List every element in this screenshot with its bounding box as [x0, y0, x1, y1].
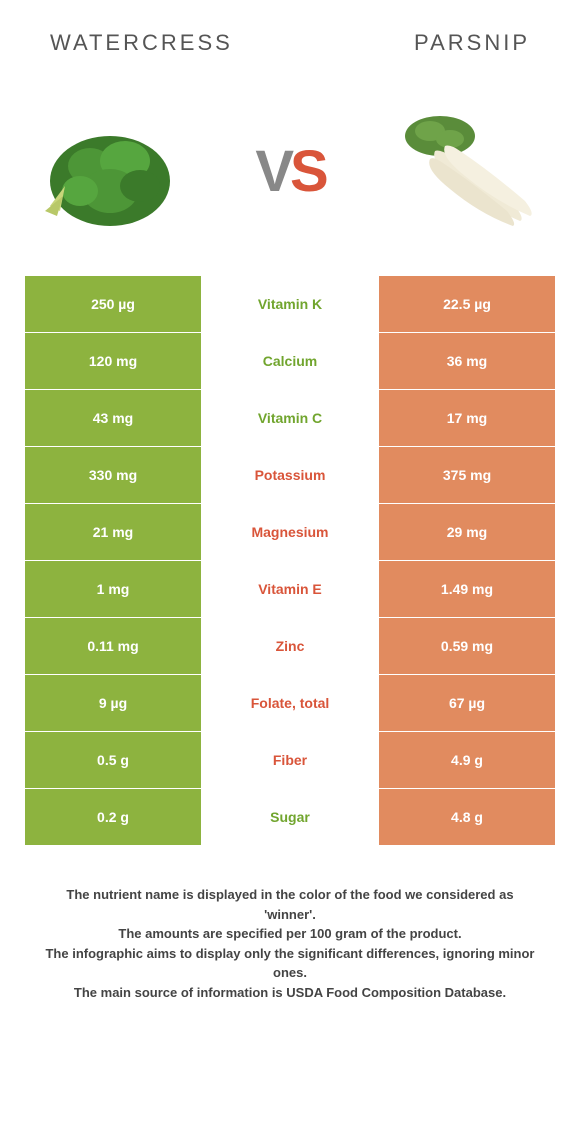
footer-line: The infographic aims to display only the…	[40, 944, 540, 983]
right-value: 1.49 mg	[379, 561, 555, 617]
right-value: 67 µg	[379, 675, 555, 731]
right-value: 29 mg	[379, 504, 555, 560]
nutrient-label: Folate, total	[202, 675, 378, 731]
parsnip-icon	[385, 111, 545, 231]
left-value: 250 µg	[25, 276, 201, 332]
hero-row: VS	[20, 96, 560, 246]
right-value: 36 mg	[379, 333, 555, 389]
title-row: Watercress Parsnip	[20, 30, 560, 56]
footer-notes: The nutrient name is displayed in the co…	[20, 885, 560, 1002]
left-value: 21 mg	[25, 504, 201, 560]
nutrient-label: Vitamin K	[202, 276, 378, 332]
table-row: 0.2 gSugar4.8 g	[25, 789, 555, 845]
left-value: 0.5 g	[25, 732, 201, 788]
right-title: Parsnip	[414, 30, 530, 56]
footer-line: The amounts are specified per 100 gram o…	[40, 924, 540, 944]
vs-s: S	[290, 139, 325, 204]
table-row: 250 µgVitamin K22.5 µg	[25, 276, 555, 332]
vs-label: VS	[255, 138, 324, 205]
left-value: 0.11 mg	[25, 618, 201, 674]
left-value: 330 mg	[25, 447, 201, 503]
nutrient-label: Vitamin C	[202, 390, 378, 446]
right-value: 4.8 g	[379, 789, 555, 845]
watercress-icon	[35, 111, 195, 231]
nutrient-label: Calcium	[202, 333, 378, 389]
table-row: 43 mgVitamin C17 mg	[25, 390, 555, 446]
footer-line: The main source of information is USDA F…	[40, 983, 540, 1003]
nutrient-label: Zinc	[202, 618, 378, 674]
right-food-image	[380, 106, 550, 236]
vs-v: V	[255, 139, 290, 204]
right-value: 0.59 mg	[379, 618, 555, 674]
nutrient-label: Fiber	[202, 732, 378, 788]
nutrient-label: Sugar	[202, 789, 378, 845]
left-value: 1 mg	[25, 561, 201, 617]
right-value: 375 mg	[379, 447, 555, 503]
table-row: 9 µgFolate, total67 µg	[25, 675, 555, 731]
right-value: 22.5 µg	[379, 276, 555, 332]
table-row: 21 mgMagnesium29 mg	[25, 504, 555, 560]
table-row: 330 mgPotassium375 mg	[25, 447, 555, 503]
left-title: Watercress	[50, 30, 233, 56]
table-row: 1 mgVitamin E1.49 mg	[25, 561, 555, 617]
left-value: 9 µg	[25, 675, 201, 731]
footer-line: The nutrient name is displayed in the co…	[40, 885, 540, 924]
table-row: 0.11 mgZinc0.59 mg	[25, 618, 555, 674]
table-row: 0.5 gFiber4.9 g	[25, 732, 555, 788]
left-value: 43 mg	[25, 390, 201, 446]
right-value: 17 mg	[379, 390, 555, 446]
nutrient-table: 250 µgVitamin K22.5 µg120 mgCalcium36 mg…	[20, 276, 560, 845]
table-row: 120 mgCalcium36 mg	[25, 333, 555, 389]
right-value: 4.9 g	[379, 732, 555, 788]
nutrient-label: Magnesium	[202, 504, 378, 560]
left-value: 120 mg	[25, 333, 201, 389]
left-food-image	[30, 106, 200, 236]
left-value: 0.2 g	[25, 789, 201, 845]
nutrient-label: Potassium	[202, 447, 378, 503]
nutrient-label: Vitamin E	[202, 561, 378, 617]
